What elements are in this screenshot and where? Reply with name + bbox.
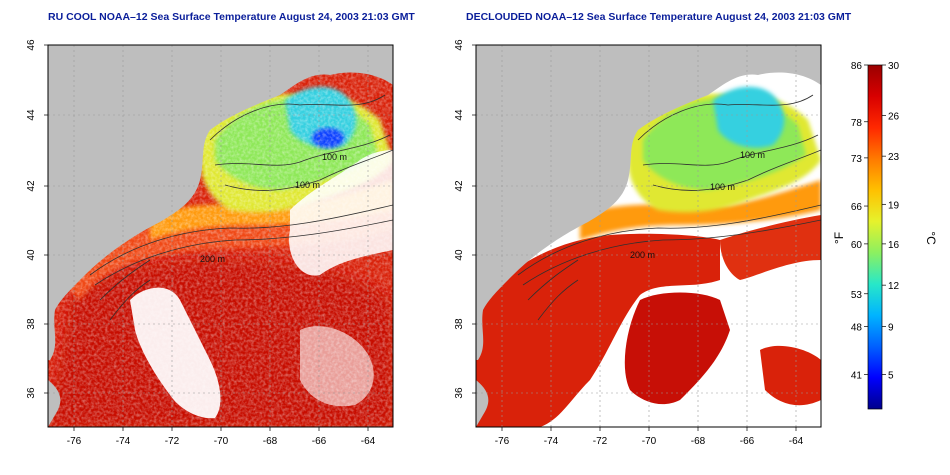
right-frame (475, 44, 822, 428)
colorbar-f-label: 66 (851, 202, 863, 213)
lon-label: -64 (361, 436, 376, 447)
lat-label: 44 (26, 109, 37, 121)
left-frame (47, 44, 394, 428)
colorbar-c-label: 30 (888, 61, 900, 72)
lat-label: 38 (26, 318, 37, 330)
colorbar-c-label: 5 (888, 371, 894, 382)
right-gom-cyan (713, 86, 785, 148)
right-ocean-mid (624, 292, 730, 405)
right-ocean-se (760, 345, 821, 406)
lon-label: -68 (263, 436, 278, 447)
colorbar-c-label: 23 (888, 152, 900, 163)
right-land-se (476, 380, 489, 427)
lon-label: -70 (214, 436, 229, 447)
left-land-se (48, 380, 61, 427)
lat-label: 42 (454, 180, 465, 192)
left-map: 100 m 100 m 200 m (48, 45, 393, 427)
lon-label: -74 (116, 436, 131, 447)
colorbar-c-label: 16 (888, 240, 900, 251)
colorbar-f-label: 53 (851, 290, 863, 301)
lon-label: -72 (165, 436, 180, 447)
colorbar-f-label: 78 (851, 118, 863, 129)
right-land (476, 45, 821, 360)
lat-label: 38 (454, 318, 465, 330)
lat-label: 36 (26, 387, 37, 399)
contour-label: 100 m (322, 152, 347, 162)
colorbar-c-label: 26 (888, 112, 900, 123)
colorbar-f-label: 41 (851, 371, 863, 382)
lon-label: -76 (67, 436, 82, 447)
colorbar-c-label: 12 (888, 281, 900, 292)
right-contours (517, 94, 821, 321)
colorbar-f-label: 60 (851, 240, 863, 251)
lon-label: -74 (544, 436, 559, 447)
right-contour-labels: 100 m 100 m 200 m (630, 150, 765, 260)
lat-label: 40 (26, 249, 37, 261)
colorbar-f-label: 48 (851, 322, 863, 333)
colorbar-ticks: 86 78 73 66 60 53 48 41 30 26 23 19 16 12 9 5 (851, 61, 900, 382)
lat-label: 46 (26, 39, 37, 51)
lat-label: 46 (454, 39, 465, 51)
left-grid (48, 45, 393, 427)
colorbar-c-label: 19 (888, 200, 900, 211)
left-land (48, 45, 393, 360)
colorbar-f-label: 86 (851, 61, 863, 72)
lon-label: -72 (593, 436, 608, 447)
lon-label: -66 (740, 436, 755, 447)
colorbar-f-label: 73 (851, 154, 863, 165)
contour-label: 200 m (200, 254, 225, 264)
left-contours (89, 94, 393, 321)
lon-label: -66 (312, 436, 327, 447)
lon-label: -68 (691, 436, 706, 447)
right-map: 100 m 100 m 200 m (476, 45, 821, 427)
contour-label: 100 m (295, 180, 320, 190)
celsius-unit: °C (924, 231, 938, 245)
colorbar-c-label: 9 (888, 322, 894, 333)
lon-label: -70 (642, 436, 657, 447)
lat-label: 44 (454, 109, 465, 121)
contour-label: 100 m (740, 150, 765, 160)
left-map-title: RU COOL NOAA–12 Sea Surface Temperature … (48, 11, 415, 23)
colorbar (867, 64, 883, 410)
lat-label: 42 (26, 180, 37, 192)
axis-labels: -76 -74 -72 -70 -68 -66 -64 46 44 42 40 38 36 -76 -74 -… (26, 39, 804, 447)
lon-label: -76 (495, 436, 510, 447)
contour-label: 200 m (630, 250, 655, 260)
lat-label: 40 (454, 249, 465, 261)
fahrenheit-unit: °F (832, 232, 846, 244)
contour-label: 100 m (710, 182, 735, 192)
right-ocean-west (476, 233, 720, 427)
left-contour-labels: 100 m 100 m 200 m (200, 152, 347, 264)
lat-label: 36 (454, 387, 465, 399)
right-grid (476, 45, 821, 427)
right-map-title: DECLOUDED NOAA–12 Sea Surface Temperatur… (466, 11, 852, 23)
lon-label: -64 (789, 436, 804, 447)
